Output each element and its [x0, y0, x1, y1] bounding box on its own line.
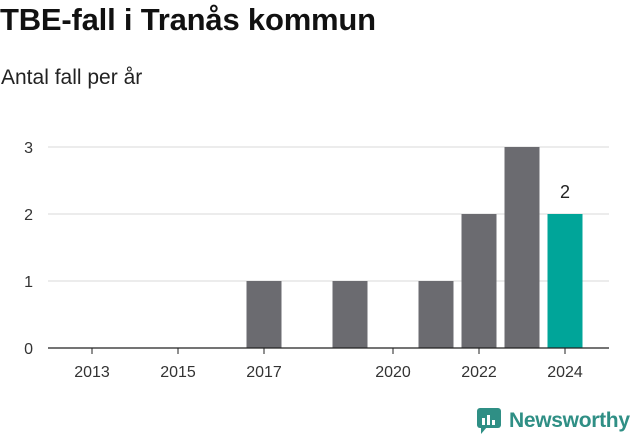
bar-2021: [418, 281, 454, 348]
chart-subtitle: Antal fall per år: [1, 66, 143, 89]
bar-2019: [332, 281, 368, 348]
y-tick-label: 2: [24, 207, 33, 224]
x-tick-label: 2024: [547, 364, 583, 381]
bar-2024: [547, 214, 583, 348]
chart-title: TBE-fall i Tranås kommun: [0, 2, 376, 37]
newsworthy-logo-icon: [477, 408, 501, 434]
data-label: 2: [560, 182, 570, 202]
bar-2022: [461, 214, 497, 348]
y-tick-label: 0: [24, 341, 33, 358]
bar-chart: 0 1 2 3 2013 2015 2017 2020 2022 2024 2: [24, 140, 609, 381]
y-tick-label: 1: [24, 274, 33, 291]
x-tick-label: 2022: [461, 364, 497, 381]
bar-2023: [504, 147, 540, 348]
x-tick-label: 2013: [74, 364, 110, 381]
bar-2017: [246, 281, 282, 348]
x-tick-label: 2020: [375, 364, 411, 381]
x-tick-label: 2017: [246, 364, 282, 381]
newsworthy-brand: Newsworthy: [476, 407, 630, 435]
x-tick-label: 2015: [160, 364, 196, 381]
y-tick-label: 3: [24, 140, 33, 157]
brand-name: Newsworthy: [509, 409, 630, 432]
